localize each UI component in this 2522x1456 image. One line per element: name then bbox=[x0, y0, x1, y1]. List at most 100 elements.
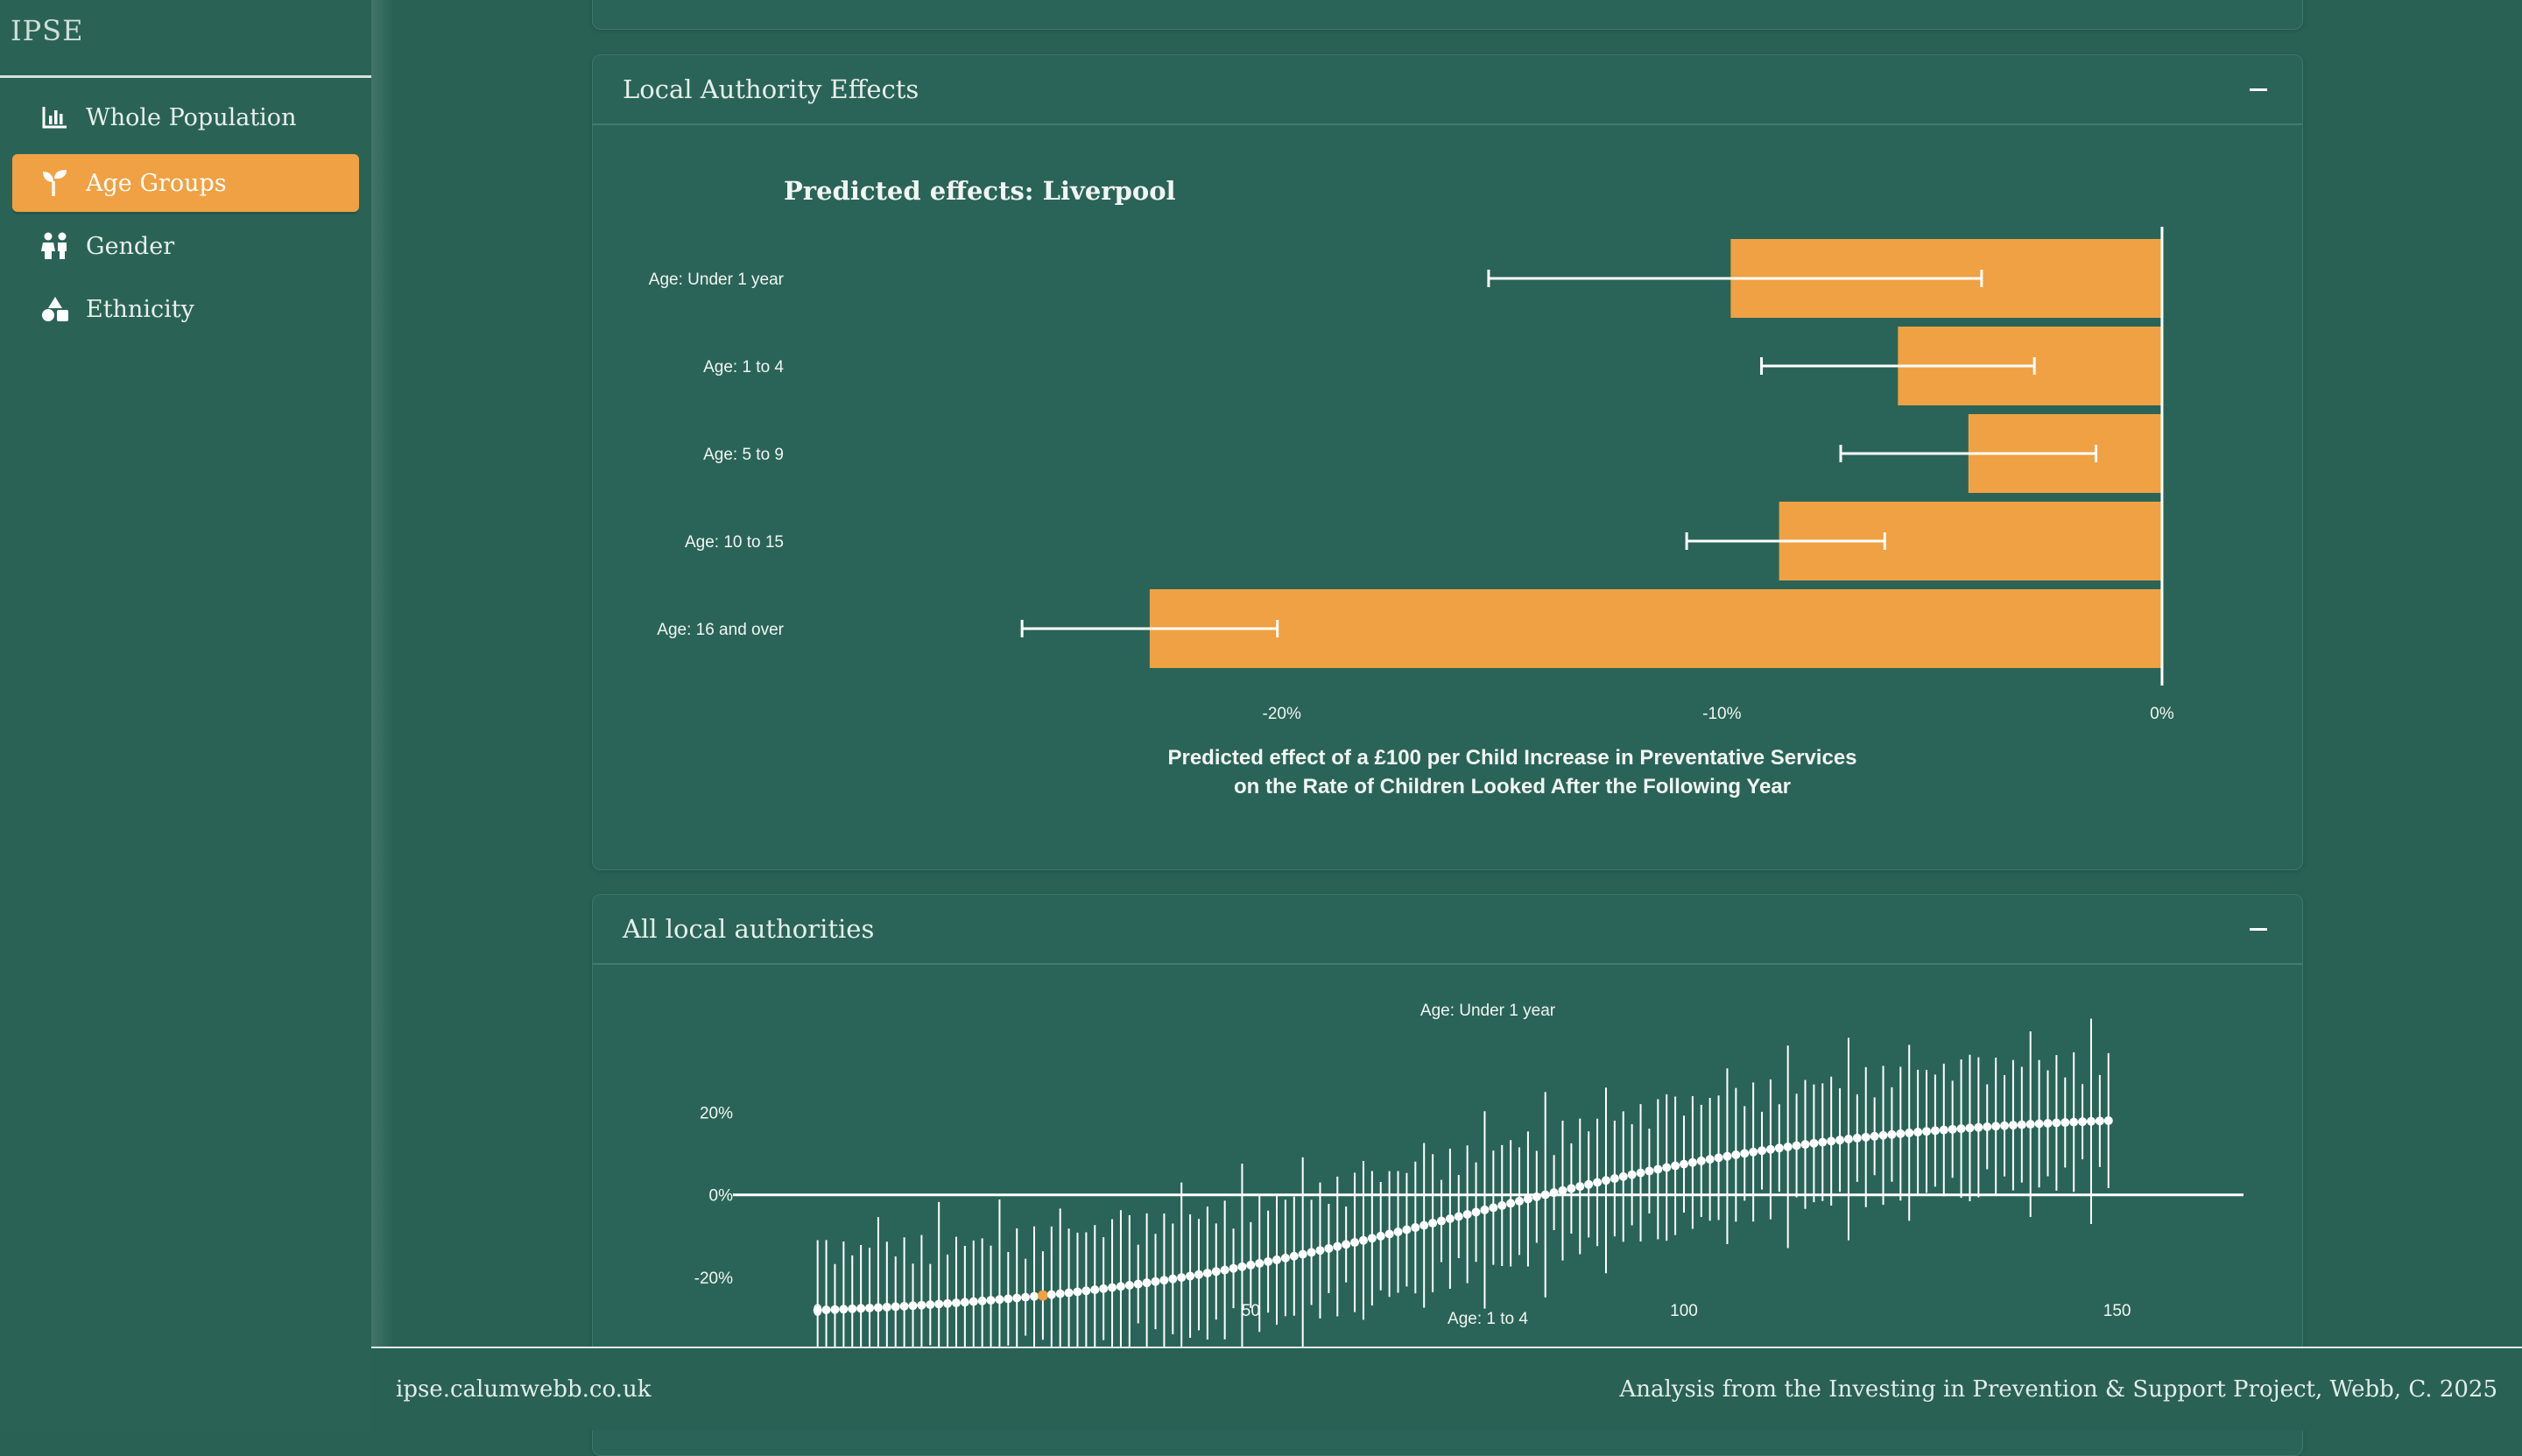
point bbox=[839, 1305, 849, 1314]
sidebar-item-ethnicity[interactable]: Ethnicity bbox=[12, 280, 359, 338]
point bbox=[1783, 1142, 1793, 1151]
point bbox=[1358, 1235, 1368, 1245]
point bbox=[1194, 1270, 1203, 1279]
point bbox=[1905, 1128, 1914, 1137]
point bbox=[1913, 1128, 1923, 1137]
point bbox=[1367, 1234, 1377, 1243]
point bbox=[1298, 1249, 1307, 1259]
point bbox=[986, 1296, 996, 1305]
point bbox=[1696, 1156, 1706, 1165]
point bbox=[1740, 1149, 1750, 1158]
x-axis-label-line2: on the Rate of Children Looked After the… bbox=[1234, 775, 1791, 798]
point bbox=[1662, 1163, 1672, 1172]
point bbox=[1064, 1288, 1074, 1298]
x-tick-label: 0% bbox=[2150, 705, 2174, 723]
point bbox=[830, 1305, 840, 1314]
footer: ipse.calumwebb.co.uk Analysis from the I… bbox=[371, 1347, 2522, 1431]
point bbox=[1055, 1289, 1065, 1298]
point bbox=[1280, 1253, 1290, 1263]
collapse-button[interactable] bbox=[2241, 911, 2276, 946]
point bbox=[1645, 1166, 1654, 1176]
point bbox=[1835, 1136, 1845, 1145]
point bbox=[995, 1295, 1004, 1305]
footer-attribution: Analysis from the Investing in Preventio… bbox=[1619, 1376, 2497, 1403]
point bbox=[926, 1300, 935, 1310]
point bbox=[1506, 1199, 1516, 1208]
point bbox=[1601, 1176, 1610, 1185]
point bbox=[1436, 1216, 1446, 1226]
point bbox=[1983, 1122, 1992, 1132]
point bbox=[1489, 1203, 1498, 1213]
point bbox=[1350, 1238, 1360, 1248]
point bbox=[1073, 1287, 1082, 1297]
point bbox=[1428, 1219, 1438, 1228]
collapse-button[interactable] bbox=[2241, 72, 2276, 107]
point bbox=[2086, 1116, 2096, 1126]
point bbox=[1246, 1260, 1256, 1270]
point bbox=[1679, 1159, 1688, 1169]
sidebar-item-gender[interactable]: Gender bbox=[12, 217, 359, 275]
point bbox=[1878, 1130, 1888, 1140]
sidebar-item-whole-population[interactable]: Whole Population bbox=[12, 88, 359, 146]
footer-site-link[interactable]: ipse.calumwebb.co.uk bbox=[396, 1376, 652, 1403]
next-panel-title: Age: 1 to 4 bbox=[1448, 1310, 1528, 1328]
point bbox=[1159, 1276, 1169, 1285]
point bbox=[1411, 1223, 1420, 1233]
point bbox=[1948, 1124, 1957, 1134]
category-label: Age: 5 to 9 bbox=[703, 446, 784, 464]
point bbox=[1827, 1136, 1836, 1146]
point bbox=[1220, 1265, 1229, 1275]
point bbox=[2043, 1119, 2053, 1129]
point bbox=[943, 1298, 953, 1308]
point bbox=[1030, 1291, 1039, 1301]
point bbox=[873, 1303, 883, 1312]
point bbox=[1081, 1286, 1091, 1296]
card-title: Local Authority Effects bbox=[623, 74, 919, 104]
point bbox=[1758, 1146, 1767, 1156]
x-tick-label: -10% bbox=[1702, 705, 1741, 723]
point bbox=[2095, 1116, 2104, 1126]
app-title: IPSE bbox=[11, 14, 84, 47]
point bbox=[813, 1305, 822, 1315]
point bbox=[1237, 1262, 1247, 1271]
x-axis-label-line1: Predicted effect of a £100 per Child Inc… bbox=[1167, 746, 1856, 770]
card-title: All local authorities bbox=[623, 914, 875, 944]
sidebar-item-age-groups[interactable]: Age Groups bbox=[12, 154, 359, 212]
point bbox=[969, 1297, 978, 1306]
point bbox=[2034, 1119, 2044, 1129]
category-label: Age: 16 and over bbox=[657, 621, 784, 639]
point bbox=[2078, 1117, 2088, 1127]
point bbox=[1264, 1256, 1273, 1266]
point bbox=[1818, 1137, 1828, 1147]
brand-divider bbox=[0, 75, 371, 78]
point bbox=[1177, 1273, 1187, 1283]
category-label: Age: 1 to 4 bbox=[703, 358, 784, 376]
point bbox=[1471, 1207, 1481, 1217]
point bbox=[899, 1301, 909, 1311]
point bbox=[1956, 1124, 1966, 1134]
point bbox=[1809, 1138, 1819, 1148]
point bbox=[2061, 1118, 2070, 1128]
point bbox=[960, 1298, 969, 1307]
point bbox=[2052, 1118, 2061, 1128]
point bbox=[934, 1299, 944, 1309]
point bbox=[865, 1303, 875, 1312]
point bbox=[908, 1301, 918, 1311]
point bbox=[1393, 1227, 1403, 1236]
point bbox=[1289, 1251, 1299, 1261]
point bbox=[1870, 1131, 1879, 1141]
x-tick-label: 100 bbox=[1670, 1302, 1698, 1320]
point bbox=[1800, 1140, 1810, 1150]
point bbox=[821, 1305, 831, 1315]
point bbox=[1843, 1135, 1853, 1144]
point bbox=[1974, 1122, 1983, 1132]
point bbox=[1575, 1182, 1585, 1192]
point bbox=[1168, 1274, 1178, 1284]
point bbox=[1315, 1246, 1325, 1256]
point bbox=[1324, 1243, 1334, 1253]
x-tick-label: 50 bbox=[1242, 1302, 1260, 1320]
point bbox=[2000, 1121, 2010, 1130]
point bbox=[1116, 1282, 1125, 1291]
x-tick-label: 150 bbox=[2103, 1302, 2131, 1320]
point bbox=[2103, 1115, 2113, 1125]
